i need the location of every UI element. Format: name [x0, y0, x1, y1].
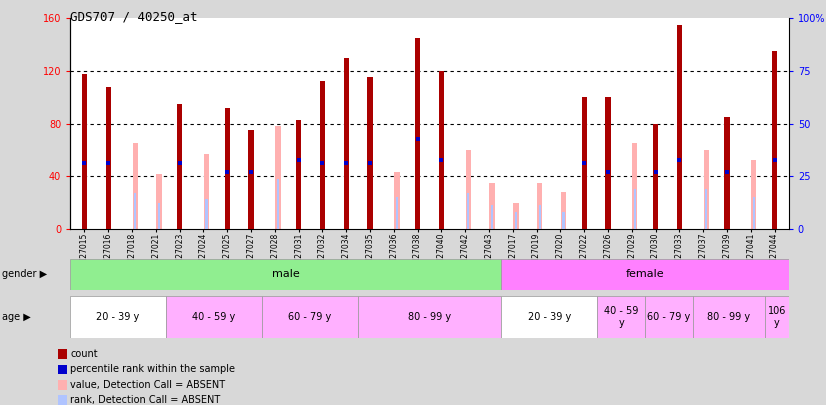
- Bar: [158, 202, 160, 229]
- Bar: [693, 296, 765, 338]
- Bar: [394, 172, 400, 229]
- Bar: [491, 205, 493, 229]
- Text: female: female: [626, 269, 664, 279]
- Bar: [605, 97, 610, 229]
- Bar: [751, 160, 757, 229]
- Text: 60 - 79 y: 60 - 79 y: [288, 312, 331, 322]
- Bar: [320, 81, 325, 229]
- Bar: [396, 197, 398, 229]
- Text: 40 - 59
y: 40 - 59 y: [604, 306, 638, 328]
- Bar: [358, 296, 501, 338]
- Bar: [262, 296, 358, 338]
- Bar: [82, 73, 87, 229]
- Bar: [634, 189, 636, 229]
- Bar: [705, 189, 707, 229]
- Bar: [561, 192, 566, 229]
- Bar: [132, 143, 138, 229]
- Bar: [513, 202, 519, 229]
- Bar: [724, 117, 729, 229]
- Bar: [275, 126, 281, 229]
- Text: value, Detection Call = ABSENT: value, Detection Call = ABSENT: [70, 380, 225, 390]
- Bar: [515, 212, 517, 229]
- Bar: [70, 296, 166, 338]
- Text: 20 - 39 y: 20 - 39 y: [528, 312, 571, 322]
- Bar: [344, 58, 349, 229]
- Bar: [368, 77, 373, 229]
- Bar: [296, 119, 301, 229]
- Bar: [632, 143, 638, 229]
- Bar: [501, 296, 597, 338]
- Bar: [206, 198, 208, 229]
- Text: age ▶: age ▶: [2, 312, 31, 322]
- Bar: [466, 150, 471, 229]
- Text: 80 - 99 y: 80 - 99 y: [408, 312, 451, 322]
- Bar: [537, 183, 543, 229]
- Text: 106
y: 106 y: [767, 306, 786, 328]
- Text: 20 - 39 y: 20 - 39 y: [97, 312, 140, 322]
- Text: rank, Detection Call = ABSENT: rank, Detection Call = ABSENT: [70, 395, 221, 405]
- Bar: [704, 150, 709, 229]
- Text: 80 - 99 y: 80 - 99 y: [707, 312, 751, 322]
- Bar: [106, 87, 111, 229]
- Bar: [752, 197, 755, 229]
- Bar: [225, 108, 230, 229]
- Text: 40 - 59 y: 40 - 59 y: [192, 312, 235, 322]
- Text: gender ▶: gender ▶: [2, 269, 48, 279]
- Bar: [134, 193, 136, 229]
- Bar: [501, 259, 789, 290]
- Bar: [204, 154, 209, 229]
- Text: 60 - 79 y: 60 - 79 y: [648, 312, 691, 322]
- Bar: [439, 71, 444, 229]
- Text: percentile rank within the sample: percentile rank within the sample: [70, 364, 235, 374]
- Bar: [653, 124, 658, 229]
- Bar: [597, 296, 645, 338]
- Text: count: count: [70, 349, 97, 359]
- Bar: [490, 183, 495, 229]
- Bar: [563, 212, 565, 229]
- Bar: [249, 130, 254, 229]
- Bar: [676, 25, 682, 229]
- Bar: [166, 296, 262, 338]
- Bar: [70, 259, 501, 290]
- Bar: [156, 173, 162, 229]
- Bar: [177, 104, 183, 229]
- Text: GDS707 / 40250_at: GDS707 / 40250_at: [70, 10, 197, 23]
- Bar: [582, 97, 586, 229]
- Bar: [277, 179, 279, 229]
- Bar: [772, 51, 777, 229]
- Bar: [765, 296, 789, 338]
- Bar: [645, 296, 693, 338]
- Bar: [468, 193, 469, 229]
- Bar: [415, 38, 420, 229]
- Text: male: male: [272, 269, 300, 279]
- Bar: [539, 205, 541, 229]
